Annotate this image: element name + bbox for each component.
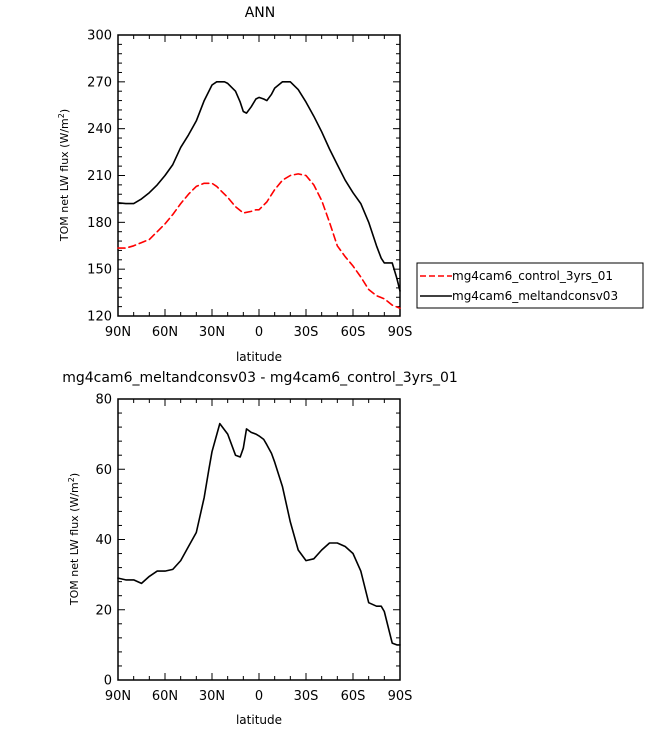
legend-box: [416, 262, 644, 309]
bottom-x-tick-label: 90S: [388, 689, 413, 704]
top-x-tick-label: 30N: [199, 325, 225, 340]
top-y-tick-label: 210: [87, 169, 112, 184]
top-series-line-1: [117, 81, 401, 292]
top-series-line-0: [117, 173, 401, 310]
top-panel-title: ANN: [245, 5, 276, 21]
bottom-y-tick-label: 80: [95, 393, 112, 408]
bottom-x-tick-label: 30S: [294, 689, 319, 704]
bottom-y-tick-label: 40: [95, 533, 112, 548]
legend-label-melt: mg4cam6_meltandconsv03: [452, 289, 618, 303]
top-y-ticks: 120 150 180 210 240 270 300: [87, 29, 400, 325]
top-y-tick-label: 150: [87, 263, 112, 278]
bottom-y-tick-label: 60: [95, 463, 112, 478]
top-x-tick-label: 90N: [105, 325, 131, 340]
top-y-axis-label: TOM net LW flux (W/m2): [57, 109, 71, 242]
top-x-ticks: 90N 60N 30N 0 30S 60S 90S: [105, 35, 413, 340]
bottom-series-line-0: [117, 422, 401, 646]
top-x-tick-label: 30S: [294, 325, 319, 340]
bottom-x-tick-label: 30N: [199, 689, 225, 704]
bottom-x-tick-label: 60N: [152, 689, 178, 704]
bottom-y-ticks: 0 20 40 60 80: [95, 393, 400, 689]
top-panel: ANN 120 150 180 210 240 270 300 90N 60N 30N 0 30S 6…: [57, 5, 644, 364]
bottom-x-tick-label: 0: [255, 689, 263, 704]
bottom-y-tick-label: 0: [104, 674, 112, 689]
top-x-tick-label: 60S: [341, 325, 366, 340]
bottom-x-tick-label: 90N: [105, 689, 131, 704]
top-y-tick-label: 180: [87, 216, 112, 231]
top-y-tick-label: 300: [87, 29, 112, 44]
bottom-series-lines: [117, 422, 401, 646]
top-y-tick-label: 240: [87, 122, 112, 137]
bottom-panel-title: mg4cam6_meltandconsv03 - mg4cam6_control…: [62, 370, 458, 386]
top-y-tick-label: 270: [87, 75, 112, 90]
bottom-x-tick-label: 60S: [341, 689, 366, 704]
bottom-x-ticks: 90N 60N 30N 0 30S 60S 90S: [105, 399, 413, 704]
bottom-panel: mg4cam6_meltandconsv03 - mg4cam6_control…: [62, 370, 458, 727]
bottom-x-axis-label: latitude: [236, 713, 282, 727]
top-y-tick-label: 120: [87, 310, 112, 325]
top-x-tick-label: 60N: [152, 325, 178, 340]
legend: mg4cam6_control_3yrs_01 mg4cam6_meltandc…: [416, 262, 644, 309]
bottom-plot-frame: [117, 398, 401, 681]
top-x-tick-label: 90S: [388, 325, 413, 340]
top-series-lines: [117, 81, 401, 310]
top-x-tick-label: 0: [255, 325, 263, 340]
bottom-y-tick-label: 20: [95, 603, 112, 618]
top-x-axis-label: latitude: [236, 350, 282, 364]
legend-label-control: mg4cam6_control_3yrs_01: [452, 269, 613, 283]
bottom-y-axis-label: TOM net LW flux (W/m2): [67, 473, 81, 606]
